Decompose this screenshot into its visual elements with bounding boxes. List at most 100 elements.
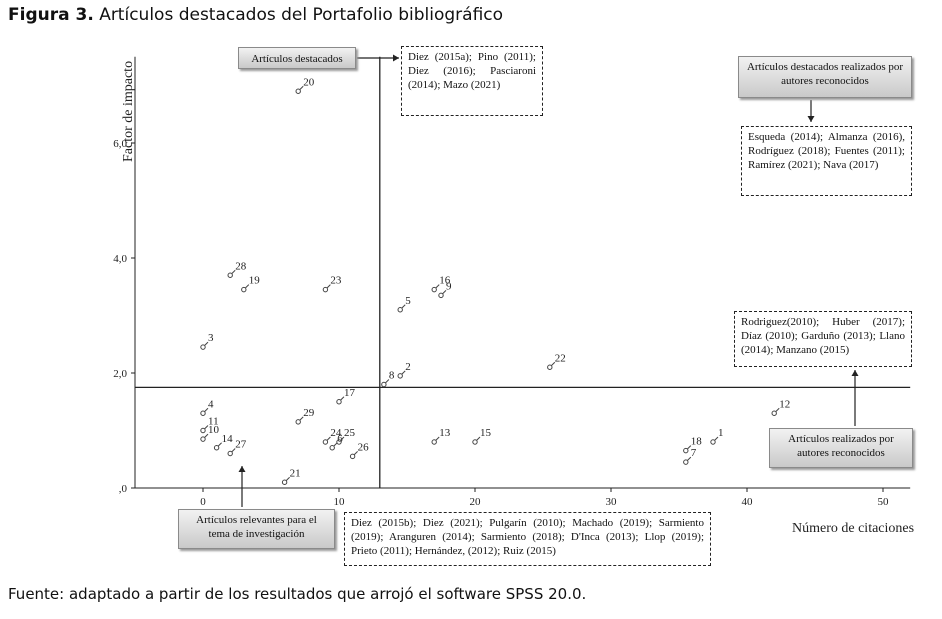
- point-marker-tail: [285, 476, 290, 482]
- data-point-21: 21: [281, 467, 301, 485]
- point-label: 1: [718, 427, 724, 439]
- data-point-6: 6: [329, 433, 343, 451]
- point-marker-tail: [687, 445, 692, 450]
- point-marker-tail: [204, 407, 209, 413]
- data-point-15: 15: [472, 427, 492, 445]
- data-point-8: 8: [381, 370, 395, 388]
- x-tick-label: 10: [334, 496, 346, 508]
- data-point-3: 3: [200, 332, 214, 350]
- point-marker: [200, 436, 206, 442]
- point-marker: [200, 344, 206, 350]
- point-label: 10: [208, 424, 220, 436]
- arrow-head: [393, 54, 399, 62]
- point-marker: [397, 307, 403, 313]
- y-tick-label: 6,0: [113, 138, 127, 150]
- autores-reconocidos-refs: Rodriguez(2010); Huber (2017); Díaz (201…: [741, 316, 905, 356]
- point-marker-tail: [435, 436, 440, 441]
- point-label: 7: [691, 447, 697, 459]
- point-label: 15: [480, 427, 492, 439]
- data-point-9: 9: [438, 280, 452, 299]
- autores-destacados-refs-box: Esqueda (2014); Almanza (2016), Rodrígue…: [741, 126, 912, 196]
- point-label: 6: [337, 433, 343, 445]
- y-axis-label: Factor de impacto: [121, 61, 136, 162]
- point-label: 25: [344, 427, 356, 439]
- relevantes-refs-box: Diez (2015b); Diez (2021); Pulgarín (201…: [344, 512, 711, 566]
- destacados-label-box: Artículos destacados: [238, 47, 356, 69]
- point-marker-tail: [204, 341, 209, 346]
- point-label: 8: [389, 370, 395, 382]
- chart-axes: [134, 56, 911, 489]
- point-marker-tail: [476, 436, 481, 441]
- autores-reconocidos-label: Artículos realizados por autores reconoc…: [788, 433, 894, 459]
- x-tick-label: 40: [742, 496, 754, 508]
- point-marker-tail: [401, 304, 406, 309]
- y-tick-label: ,0: [119, 483, 128, 495]
- point-marker: [472, 439, 478, 445]
- point-label: 24: [330, 427, 342, 439]
- point-marker-tail: [245, 284, 250, 289]
- data-point-28: 28: [227, 260, 247, 278]
- point-marker-tail: [326, 284, 331, 289]
- destacados-label: Artículos destacados: [251, 53, 343, 65]
- point-label: 12: [779, 398, 790, 410]
- point-label: 20: [303, 76, 315, 88]
- autores-destacados-refs: Esqueda (2014); Almanza (2016), Rodrígue…: [748, 131, 905, 171]
- point-marker: [336, 399, 342, 405]
- data-point-19: 19: [241, 275, 260, 293]
- point-marker-tail: [775, 407, 780, 413]
- annotation-arrows: [238, 54, 859, 507]
- data-point-5: 5: [397, 295, 411, 313]
- data-point-22: 22: [547, 352, 566, 370]
- point-marker: [322, 286, 329, 293]
- data-point-16: 16: [431, 275, 451, 293]
- data-point-10: 10: [200, 424, 220, 442]
- point-marker-tail: [385, 379, 390, 384]
- point-marker: [710, 439, 716, 445]
- point-label: 2: [405, 361, 411, 373]
- point-marker: [547, 364, 553, 370]
- x-tick-label: 30: [606, 496, 618, 508]
- data-point-17: 17: [336, 387, 356, 405]
- autores-reconocidos-label-box: Artículos realizados por autores reconoc…: [769, 428, 913, 468]
- data-point-13: 13: [431, 427, 451, 445]
- data-point-2: 2: [397, 361, 411, 379]
- point-marker: [227, 450, 233, 457]
- data-point-24: 24: [322, 427, 342, 445]
- data-point-25: 25: [336, 427, 356, 445]
- point-label: 17: [344, 387, 356, 399]
- point-label: 19: [249, 275, 260, 287]
- point-label: 21: [290, 467, 301, 479]
- point-marker: [771, 410, 777, 416]
- data-point-4: 4: [200, 398, 214, 416]
- point-label: 18: [691, 436, 703, 448]
- point-label: 23: [330, 275, 342, 287]
- x-tick-label: 0: [200, 496, 206, 508]
- arrow-head: [238, 466, 246, 472]
- relevantes-label: Artículos relevantes para el tema de inv…: [196, 514, 317, 540]
- point-marker-tail: [340, 436, 345, 441]
- point-label: 26: [358, 441, 370, 453]
- point-label: 13: [439, 427, 451, 439]
- point-marker-tail: [714, 436, 719, 441]
- figure-title: Figura 3. Artículos destacados del Porta…: [8, 5, 503, 25]
- point-marker-tail: [204, 433, 209, 438]
- point-marker-tail: [204, 425, 209, 430]
- x-axis-label: Número de citaciones: [792, 521, 914, 536]
- point-marker-tail: [231, 269, 236, 275]
- data-point-27: 27: [227, 439, 247, 457]
- autores-destacados-arrow: [807, 100, 815, 122]
- point-marker: [336, 439, 342, 445]
- point-marker-tail: [340, 396, 345, 401]
- point-marker-tail: [299, 85, 304, 91]
- point-marker-tail: [299, 416, 304, 421]
- point-marker: [431, 439, 437, 445]
- data-point-20: 20: [295, 76, 315, 94]
- data-point-26: 26: [349, 441, 370, 460]
- arrow-head: [807, 116, 815, 122]
- relevantes-arrow: [238, 466, 246, 507]
- point-label: 14: [222, 433, 234, 445]
- point-label: 16: [439, 275, 451, 287]
- point-marker-tail: [442, 290, 447, 295]
- point-label: 22: [555, 352, 566, 364]
